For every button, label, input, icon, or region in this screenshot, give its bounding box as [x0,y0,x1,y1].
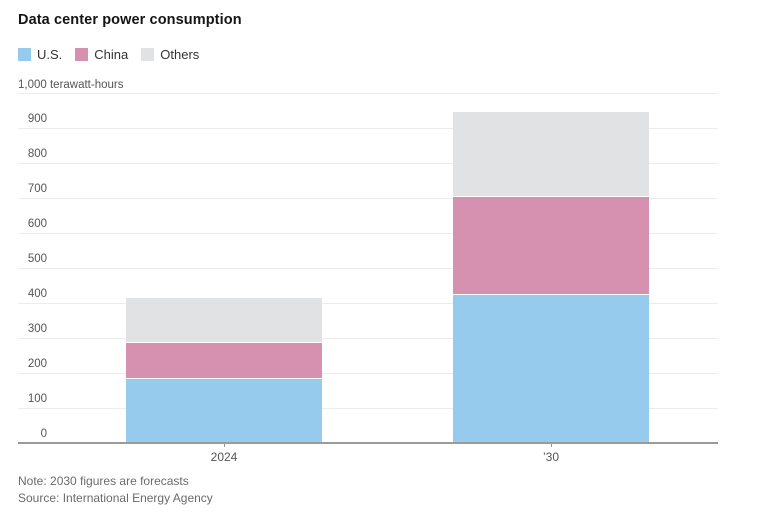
plot-area: 0 100 200 300 400 500 600 700 800 900 2024 ’30 [18,93,718,464]
legend: U.S. China Others [18,47,212,62]
y-tick-label-200: 200 [27,358,47,370]
y-tick-label-300: 300 [27,323,47,335]
y-tick-label-100: 100 [27,393,47,405]
bar-segment-2024-others [126,297,322,342]
y-tick-label-0: 0 [40,428,47,440]
legend-label-us: U.S. [37,47,63,62]
y-tick-label-900: 900 [27,113,47,125]
chart-note: Note: 2030 figures are forecasts [18,474,189,488]
gridline-500 [18,268,718,269]
gridline-900 [18,128,718,129]
us-swatch-icon [18,48,31,61]
bar-segment-30-china [453,196,649,295]
x-axis-baseline [18,442,718,444]
gridline-600 [18,233,718,234]
bar-segment-30-others [453,112,649,197]
gridline-700 [18,198,718,199]
legend-item-china: China [75,47,128,62]
x-tick-30 [550,443,552,447]
x-tick-2024 [223,443,225,447]
china-swatch-icon [75,48,89,61]
legend-label-others: Others [160,47,200,62]
y-tick-label-600: 600 [27,218,47,230]
gridline-400 [18,303,718,304]
legend-item-us: U.S. [18,47,62,62]
gridline-300 [18,338,718,339]
legend-label-china: China [94,47,129,62]
gridline-100 [18,408,718,409]
chart-source: Source: International Energy Agency [18,491,213,505]
y-tick-label-400: 400 [27,288,47,300]
gridline-1000 [18,93,718,94]
y-axis-unit-label: 1,000 terawatt-hours [18,79,124,91]
x-tick-label-30: ’30 [542,450,559,464]
bar-segment-2024-china [126,341,322,379]
y-tick-label-800: 800 [27,148,47,160]
gridline-800 [18,163,718,164]
y-tick-label-500: 500 [27,253,47,265]
bar-segment-2024-us [126,378,322,443]
y-tick-label-700: 700 [27,183,47,195]
chart-title: Data center power consumption [18,12,242,28]
bar-segment-30-us [453,294,649,443]
legend-item-others: Others [141,47,199,62]
others-swatch-icon [141,48,155,61]
x-tick-label-2024: 2024 [210,450,238,464]
gridline-200 [18,373,718,374]
